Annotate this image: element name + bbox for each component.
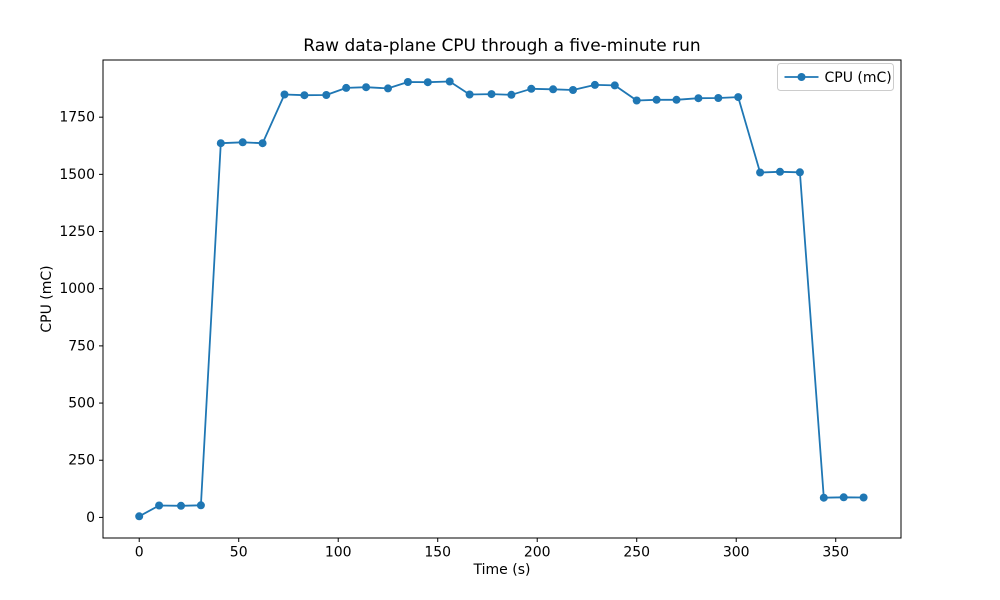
x-tick-label: 250	[623, 545, 650, 561]
data-point-marker	[135, 512, 144, 521]
data-point-marker	[238, 138, 247, 147]
data-point-marker	[859, 493, 868, 502]
y-tick-label: 1500	[59, 167, 95, 183]
x-tick-label: 0	[135, 545, 144, 561]
chart-title: Raw data-plane CPU through a five-minute…	[303, 36, 701, 56]
data-point-marker	[216, 139, 225, 148]
data-point-marker	[465, 90, 474, 99]
plot-border	[102, 59, 902, 539]
x-tick-label: 200	[524, 545, 551, 561]
data-point-marker	[322, 91, 331, 99]
data-point-marker	[632, 96, 641, 105]
y-tick-label: 750	[68, 338, 95, 354]
x-tick-label: 100	[325, 545, 352, 561]
data-point-marker	[819, 493, 828, 502]
data-point-marker	[694, 94, 703, 103]
data-point-marker	[362, 83, 371, 92]
data-point-marker	[839, 493, 848, 502]
data-point-marker	[714, 94, 723, 102]
y-tick-label: 1000	[59, 281, 95, 297]
x-axis-label: Time (s)	[473, 562, 531, 578]
data-point-marker	[403, 78, 412, 86]
data-point-marker	[652, 95, 661, 104]
cpu-line	[138, 80, 864, 518]
data-point-marker	[549, 85, 558, 94]
legend-label: CPU (mC)	[825, 70, 892, 86]
data-point-marker	[569, 86, 577, 94]
data-point-marker	[280, 90, 289, 99]
data-point-marker	[776, 167, 784, 176]
legend-box	[777, 63, 894, 91]
data-point-marker	[507, 90, 516, 99]
data-point-marker	[734, 93, 743, 102]
x-tick-label: 150	[424, 545, 451, 561]
y-tick-label: 0	[86, 510, 95, 526]
x-tick-label: 350	[822, 545, 849, 561]
data-point-marker	[300, 91, 309, 100]
y-tick-label: 1250	[59, 224, 95, 240]
y-tick-label: 1750	[59, 110, 95, 126]
data-point-marker	[384, 84, 392, 93]
data-point-marker	[423, 78, 432, 87]
data-point-marker	[487, 90, 496, 99]
data-point-marker	[258, 139, 267, 148]
y-tick-label: 500	[68, 396, 95, 412]
data-point-marker	[527, 84, 536, 93]
data-point-marker	[590, 80, 599, 89]
y-tick-label: 250	[68, 453, 95, 469]
data-point-marker	[672, 95, 681, 104]
legend-marker-sample	[797, 73, 806, 81]
data-point-marker	[445, 77, 454, 86]
x-tick-label: 50	[230, 545, 248, 561]
data-point-marker	[155, 501, 164, 510]
data-point-marker	[177, 501, 185, 510]
legend: CPU (mC)	[777, 63, 894, 91]
data-point-marker	[610, 81, 619, 90]
data-point-marker	[342, 83, 351, 92]
data-point-marker	[795, 168, 804, 177]
data-point-marker	[196, 501, 205, 510]
x-tick-label: 300	[723, 545, 750, 561]
data-point-marker	[756, 168, 765, 177]
